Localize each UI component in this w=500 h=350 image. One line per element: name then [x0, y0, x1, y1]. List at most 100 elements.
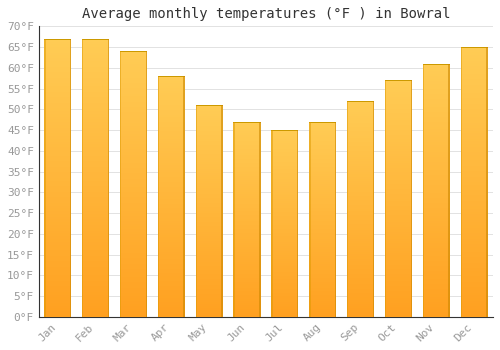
Bar: [385, 302, 412, 305]
Bar: [44, 100, 72, 103]
Bar: [385, 265, 412, 267]
Bar: [158, 286, 185, 288]
Bar: [385, 201, 412, 203]
Bar: [196, 156, 223, 158]
Bar: [234, 287, 260, 289]
Bar: [385, 104, 412, 106]
Bar: [347, 131, 374, 133]
Bar: [196, 308, 223, 310]
Bar: [234, 229, 260, 231]
Bar: [158, 281, 185, 283]
Bar: [347, 196, 374, 198]
Bar: [385, 234, 412, 236]
Bar: [120, 314, 147, 317]
Bar: [309, 280, 336, 282]
Bar: [422, 208, 450, 210]
Bar: [309, 208, 336, 210]
Bar: [234, 223, 260, 225]
Bar: [158, 187, 185, 189]
Bar: [347, 276, 374, 278]
Bar: [44, 306, 72, 308]
Bar: [120, 197, 147, 200]
Bar: [347, 246, 374, 248]
Bar: [44, 169, 72, 172]
Bar: [120, 96, 147, 99]
Bar: [158, 129, 185, 132]
Bar: [196, 152, 223, 154]
Bar: [422, 286, 450, 289]
Bar: [460, 85, 488, 88]
Bar: [422, 274, 450, 276]
Bar: [347, 213, 374, 215]
Bar: [309, 299, 336, 301]
Bar: [44, 278, 72, 281]
Bar: [196, 304, 223, 306]
Bar: [271, 300, 298, 302]
Bar: [120, 213, 147, 216]
Bar: [120, 139, 147, 141]
Bar: [120, 288, 147, 290]
Bar: [44, 236, 72, 239]
Bar: [385, 123, 412, 125]
Bar: [158, 103, 185, 105]
Bar: [158, 298, 185, 300]
Bar: [120, 59, 147, 62]
Bar: [309, 194, 336, 196]
Bar: [347, 166, 374, 168]
Bar: [158, 165, 185, 168]
Bar: [347, 263, 374, 265]
Bar: [385, 161, 412, 163]
Bar: [158, 268, 185, 271]
Bar: [44, 219, 72, 222]
Bar: [234, 268, 260, 270]
Bar: [120, 269, 147, 272]
Bar: [385, 224, 412, 227]
Bar: [44, 55, 72, 58]
Bar: [82, 228, 109, 231]
Bar: [82, 281, 109, 284]
Bar: [196, 294, 223, 296]
Bar: [44, 91, 72, 95]
Bar: [82, 122, 109, 125]
Bar: [44, 303, 72, 306]
Bar: [422, 216, 450, 218]
Bar: [120, 115, 147, 118]
Bar: [271, 188, 298, 190]
Bar: [234, 163, 260, 164]
Bar: [82, 142, 109, 145]
Bar: [44, 155, 72, 158]
Bar: [422, 127, 450, 130]
Bar: [347, 291, 374, 293]
Bar: [460, 179, 488, 182]
Bar: [234, 170, 260, 173]
Bar: [120, 189, 147, 192]
Bar: [309, 223, 336, 225]
Bar: [460, 312, 488, 314]
Bar: [158, 107, 185, 110]
Bar: [196, 190, 223, 192]
Bar: [234, 313, 260, 315]
Bar: [234, 122, 260, 124]
Bar: [120, 208, 147, 211]
Bar: [82, 200, 109, 203]
Bar: [422, 119, 450, 122]
Bar: [422, 64, 450, 65]
Bar: [82, 231, 109, 233]
Bar: [120, 91, 147, 94]
Bar: [460, 203, 488, 206]
Bar: [44, 44, 72, 47]
Bar: [422, 302, 450, 304]
Bar: [234, 225, 260, 227]
Bar: [347, 140, 374, 142]
Bar: [385, 156, 412, 158]
Bar: [158, 153, 185, 155]
Bar: [158, 91, 185, 93]
Bar: [385, 293, 412, 295]
Bar: [82, 284, 109, 286]
Bar: [347, 185, 374, 187]
Bar: [196, 141, 223, 143]
Bar: [347, 138, 374, 140]
Bar: [309, 309, 336, 311]
Bar: [385, 92, 412, 94]
Bar: [347, 155, 374, 157]
